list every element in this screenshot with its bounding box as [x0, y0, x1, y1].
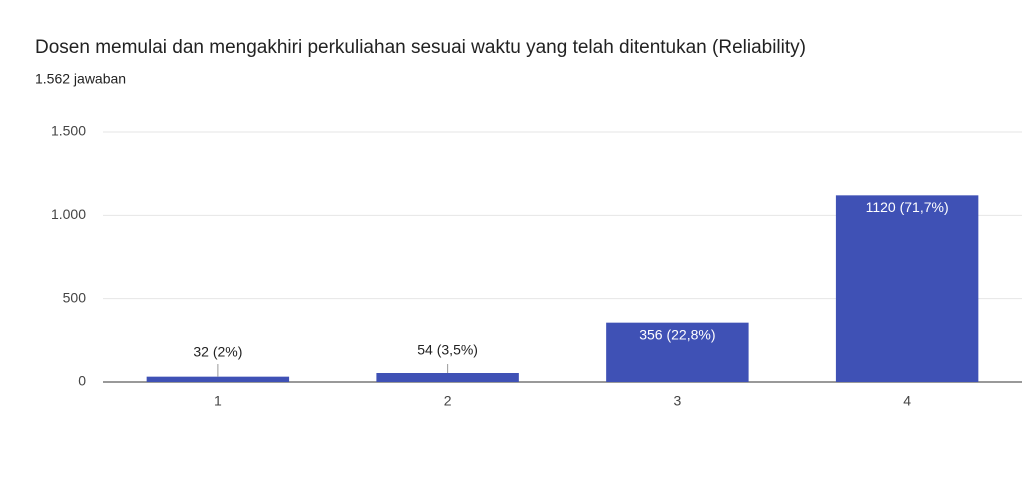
value-label: 54 (3,5%): [417, 342, 478, 358]
bar: [376, 373, 519, 382]
y-tick-label: 500: [63, 289, 87, 305]
y-tick-label: 0: [78, 373, 86, 389]
y-tick-label: 1.000: [51, 206, 86, 222]
chart-title: Dosen memulai dan mengakhiri perkuliahan…: [35, 37, 806, 58]
y-tick-label: 1.500: [51, 123, 86, 139]
x-tick-label: 2: [444, 393, 452, 409]
bar: [146, 376, 290, 382]
chart-subtitle: 1.562 jawaban: [35, 71, 126, 87]
x-tick-label: 4: [903, 393, 911, 409]
x-tick-label: 1: [214, 393, 222, 409]
value-label: 32 (2%): [193, 344, 242, 360]
value-label: 356 (22,8%): [639, 326, 715, 342]
bar: [606, 322, 749, 382]
value-label: 1120 (71,7%): [866, 199, 949, 215]
x-tick-label: 3: [673, 393, 681, 409]
bar: [835, 195, 979, 382]
